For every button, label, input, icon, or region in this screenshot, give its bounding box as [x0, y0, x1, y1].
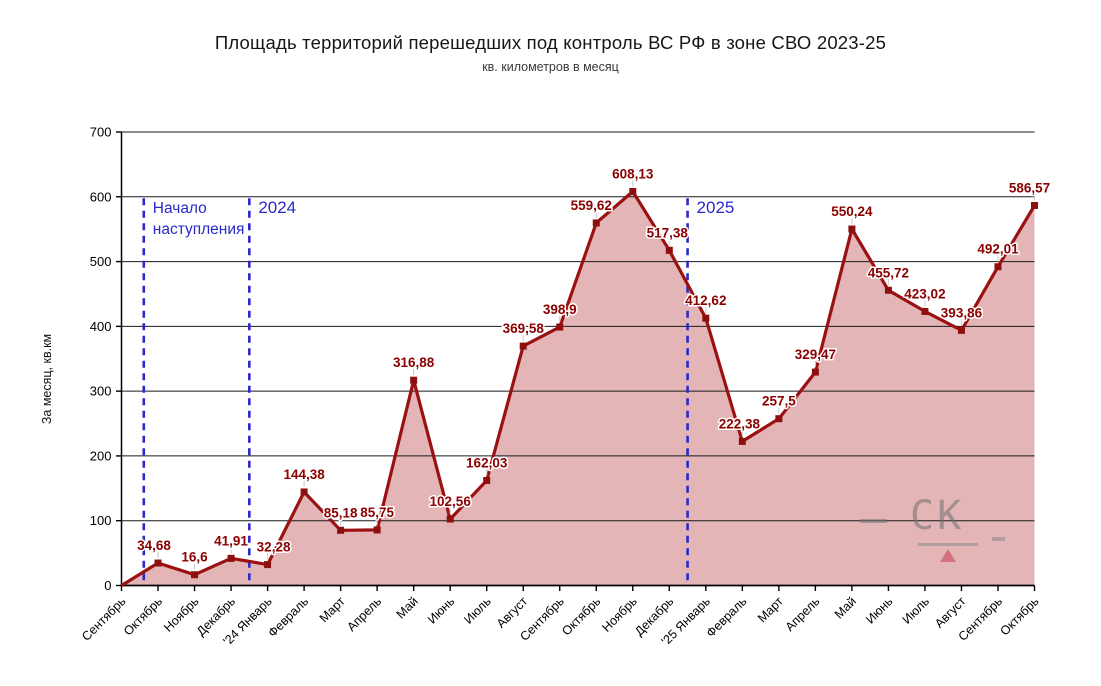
- x-tick-label: Май: [394, 594, 421, 621]
- data-point-label: 85,18: [324, 505, 358, 520]
- data-point-marker: [994, 263, 1002, 271]
- data-point-label: 398,9: [543, 302, 577, 317]
- y-tick-label: 400: [90, 319, 112, 334]
- annotation-label: Начало наступления: [153, 200, 245, 238]
- data-point-marker: [592, 219, 600, 227]
- x-tick-label: Апрель: [783, 594, 823, 634]
- data-point-marker: [957, 326, 965, 334]
- x-tick-label: Октябрь: [121, 594, 165, 638]
- data-point-label: 316,88: [393, 355, 435, 370]
- annotation-label: 2024: [258, 198, 296, 217]
- data-point-marker: [264, 561, 272, 569]
- data-point-marker: [227, 554, 235, 562]
- data-point-label: 34,68: [137, 538, 171, 553]
- x-tick-label: Июль: [900, 594, 932, 626]
- data-point-label: 412,62: [685, 293, 726, 308]
- data-point-marker: [191, 571, 199, 579]
- data-point-label: 32,28: [257, 540, 291, 555]
- x-tick-label: Апрель: [344, 594, 384, 634]
- data-point-marker: [556, 323, 564, 331]
- chart-subtitle: кв. километров в месяц: [482, 60, 619, 74]
- data-point-marker: [665, 246, 673, 254]
- data-point-marker: [921, 307, 929, 315]
- x-tick-label: Октябрь: [559, 594, 603, 638]
- data-point-marker: [154, 559, 162, 567]
- data-point-marker: [446, 515, 454, 523]
- data-point-label: 492,01: [977, 242, 1019, 257]
- x-tick-label: Март: [317, 594, 348, 625]
- x-tick-label: Март: [755, 594, 786, 625]
- data-point-marker: [884, 286, 892, 294]
- y-tick-label: 200: [90, 448, 112, 463]
- y-tick-label: 300: [90, 384, 112, 399]
- x-tick-label: Февраль: [265, 594, 311, 640]
- y-tick-label: 600: [90, 189, 112, 204]
- data-point-label: 162,03: [466, 456, 508, 471]
- data-point-label: 41,91: [214, 533, 248, 548]
- x-tick-label: Июнь: [863, 594, 895, 626]
- data-point-marker: [337, 526, 345, 534]
- data-point-marker: [519, 342, 527, 350]
- data-point-marker: [483, 477, 491, 485]
- x-tick-label: Июль: [461, 594, 493, 626]
- data-point-label: 102,56: [430, 494, 472, 509]
- x-tick-label: Октябрь: [997, 594, 1041, 638]
- data-point-marker: [775, 415, 783, 423]
- x-tick-label: Сентябрь: [79, 594, 128, 643]
- data-point-label: 559,62: [571, 198, 612, 213]
- data-point-marker: [300, 488, 308, 496]
- data-point-label: 329,47: [795, 347, 836, 362]
- x-tick-label: Июнь: [425, 594, 457, 626]
- data-point-label: 608,13: [612, 167, 654, 182]
- data-point-label: 85,75: [360, 505, 394, 520]
- data-point-label: 586,57: [1009, 180, 1050, 195]
- y-tick-label: 700: [90, 125, 112, 140]
- data-point-label: 369,58: [503, 321, 545, 336]
- data-point-label: 144,38: [283, 467, 325, 482]
- chart-title: Площадь территорий перешедших под контро…: [214, 32, 887, 53]
- data-point-label: 16,6: [181, 550, 208, 565]
- x-tick-label: Февраль: [704, 594, 750, 640]
- series-line: [120, 189, 1036, 587]
- data-point-label: 550,24: [831, 204, 873, 219]
- x-tick-label: Май: [832, 594, 859, 621]
- data-point-label: 517,38: [647, 225, 689, 240]
- data-point-marker: [629, 188, 637, 196]
- data-point-marker: [738, 437, 746, 445]
- data-point-marker: [811, 368, 819, 376]
- data-point-marker: [848, 225, 856, 233]
- y-tick-label: 100: [90, 513, 112, 528]
- data-point-label: 423,02: [904, 286, 945, 301]
- data-point-label: 257,5: [762, 394, 796, 409]
- data-point-marker: [702, 314, 710, 322]
- data-point-label: 455,72: [868, 265, 909, 280]
- y-tick-label: 0: [104, 578, 111, 593]
- data-point-marker: [373, 526, 381, 534]
- data-point-label: 222,38: [719, 416, 761, 431]
- data-point-marker: [410, 376, 418, 384]
- y-tick-label: 500: [90, 254, 112, 269]
- annotation-label: 2025: [697, 198, 735, 217]
- data-point-label: 393,86: [941, 305, 983, 320]
- data-point-marker: [1031, 201, 1038, 209]
- area-fill: [121, 191, 1035, 586]
